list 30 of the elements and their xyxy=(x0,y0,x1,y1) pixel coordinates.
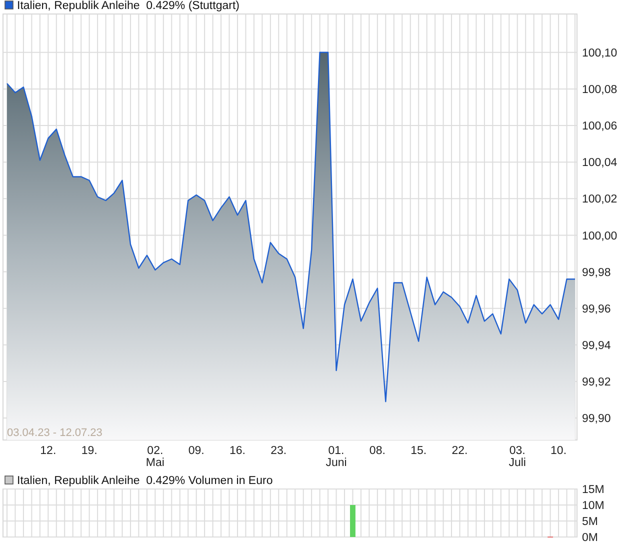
y-tick-label: 0M xyxy=(582,532,598,544)
annotation: 03.04.23 - 12.07.23 xyxy=(7,427,102,439)
x-tick-label: 01. Juni xyxy=(326,445,347,469)
y-tick-label: 99,98 xyxy=(582,266,611,279)
y-tick-label: 100,06 xyxy=(582,120,618,133)
y-tick-label: 99,90 xyxy=(582,413,611,426)
y-tick-label: 5M xyxy=(582,516,598,528)
x-tick-label: 03. Juli xyxy=(508,445,526,469)
y-tick-label: 100,10 xyxy=(582,47,618,60)
legend-label: Italien, Republik Anleihe 0.429% (Stuttgart) xyxy=(17,0,240,12)
x-tick-label: 09. xyxy=(188,445,204,457)
x-tick-label: 23. xyxy=(270,445,287,457)
y-tick-label: 100,04 xyxy=(582,157,618,170)
text: Italien, Republik Anleihe 0.429% Volumen in Euro xyxy=(17,475,273,487)
x-tick-label: 22. xyxy=(452,445,468,457)
y-tick-label: 99,92 xyxy=(582,376,611,389)
y-tick-label: 99,94 xyxy=(582,340,612,352)
x-tick-label: 02. Mai xyxy=(146,445,164,469)
y-tick-label: 100,00 xyxy=(582,230,618,242)
y-tick-label: 10M xyxy=(582,500,604,512)
x-tick-label: 15. xyxy=(410,445,427,457)
x-tick-label: 10. xyxy=(550,445,567,457)
x-tick-label: 12. xyxy=(40,445,56,457)
y-tick-label: 99,96 xyxy=(582,303,611,316)
x-tick-label: 16. xyxy=(229,445,246,457)
x-tick-label: 08. xyxy=(369,445,386,457)
y-tick-label: 15M xyxy=(582,484,604,496)
y-tick-label: 100,02 xyxy=(582,194,618,206)
y-tick-label: 100,08 xyxy=(582,84,618,96)
x-tick-label: 19. xyxy=(81,445,98,457)
